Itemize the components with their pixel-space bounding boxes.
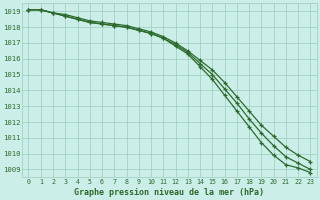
- X-axis label: Graphe pression niveau de la mer (hPa): Graphe pression niveau de la mer (hPa): [75, 188, 264, 197]
